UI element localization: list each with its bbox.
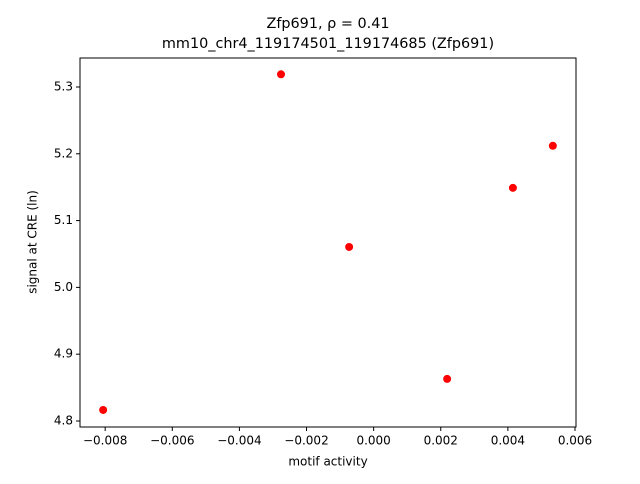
y-axis-label: signal at CRE (ln) — [26, 190, 40, 294]
x-tick-label: −0.006 — [150, 434, 194, 448]
plot-frame — [79, 57, 577, 428]
chart-title: Zfp691, ρ = 0.41 — [266, 16, 389, 32]
x-tick-label: 0.002 — [424, 434, 458, 448]
point — [443, 374, 452, 383]
x-tick-label: 0.006 — [558, 434, 592, 448]
point — [345, 242, 354, 251]
point — [99, 405, 108, 414]
x-tick-label: 0.004 — [491, 434, 525, 448]
x-axis-label: motif activity — [288, 455, 367, 469]
point — [277, 70, 286, 79]
y-tick-label: 5.1 — [54, 213, 73, 227]
y-tick-label: 4.9 — [54, 347, 73, 361]
y-tick-label: 5.2 — [54, 146, 73, 160]
x-tick-label: −0.002 — [284, 434, 328, 448]
point — [548, 141, 557, 150]
y-tick-label: 5.0 — [54, 280, 73, 294]
y-tick-label: 5.3 — [54, 79, 73, 93]
x-tick-label: −0.004 — [217, 434, 261, 448]
point — [508, 183, 517, 192]
x-tick-label: 0.000 — [356, 434, 390, 448]
x-tick-label: −0.008 — [83, 434, 127, 448]
y-tick-label: 4.8 — [54, 413, 73, 427]
chart-subtitle: mm10_chr4_119174501_119174685 (Zfp691) — [162, 36, 494, 52]
